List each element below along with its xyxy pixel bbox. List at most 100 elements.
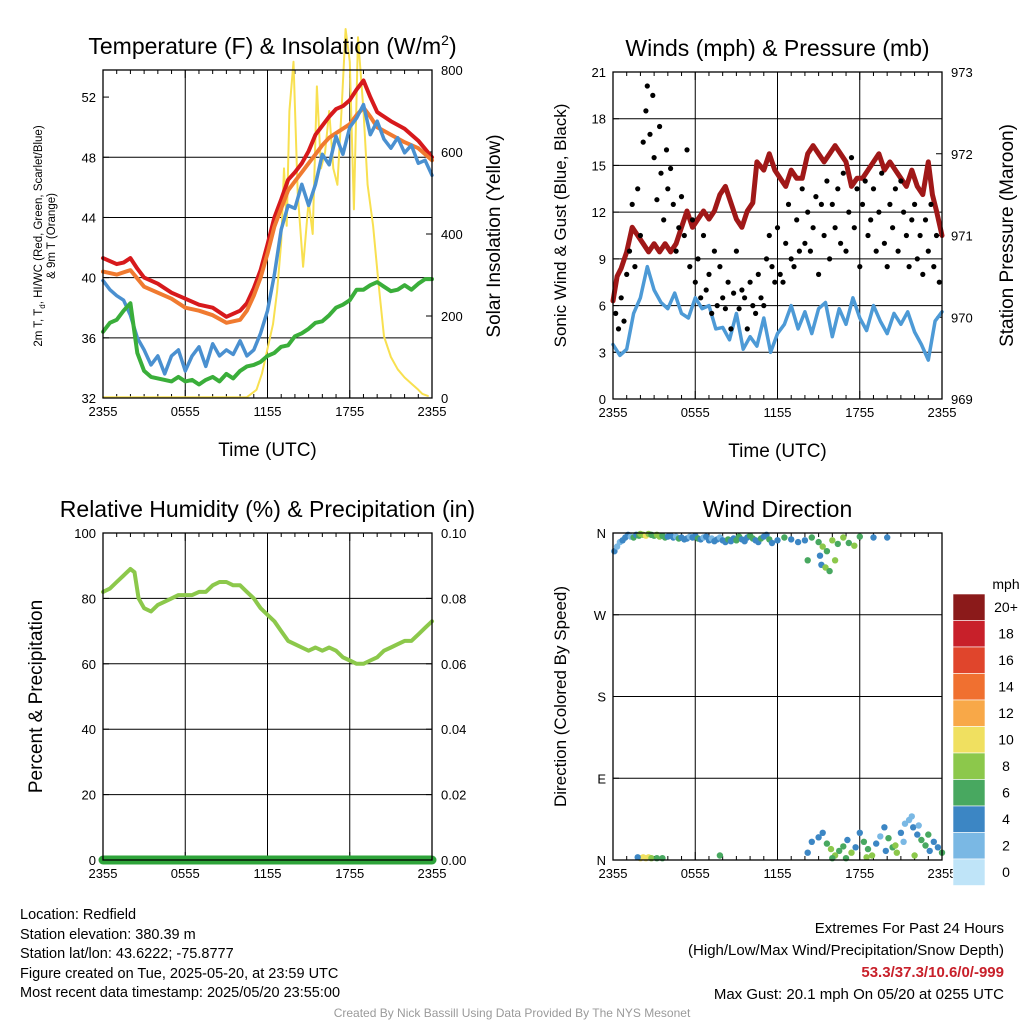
gust-point bbox=[840, 170, 846, 176]
direction-point bbox=[819, 829, 826, 836]
title-part: Temperature (F) & Insolation (W/m bbox=[88, 33, 441, 59]
y-tick-label: 12 bbox=[592, 205, 606, 220]
title-superscript: 2 bbox=[441, 32, 449, 48]
gust-point bbox=[663, 147, 670, 153]
gust-point bbox=[892, 186, 899, 192]
y-tick-label: N bbox=[597, 526, 606, 541]
gust-point bbox=[857, 264, 863, 270]
gust-point bbox=[868, 217, 874, 223]
x-tick-label: 1155 bbox=[254, 404, 282, 419]
direction-point bbox=[852, 844, 859, 851]
gust-point bbox=[665, 186, 671, 192]
y-tick-label: 21 bbox=[592, 65, 606, 80]
gust-point bbox=[618, 295, 624, 301]
chart-rh: 2355 0555 1155 1755 23550204060801000.000.02… bbox=[26, 496, 475, 881]
gust-point bbox=[761, 303, 767, 309]
gust-point bbox=[629, 201, 635, 207]
y-right-tick-label: 972 bbox=[951, 147, 973, 162]
direction-point bbox=[804, 557, 811, 564]
direction-point bbox=[794, 538, 802, 546]
direction-point bbox=[840, 534, 847, 541]
gust-point bbox=[901, 209, 907, 215]
direction-point bbox=[768, 539, 776, 547]
gust-point bbox=[772, 279, 778, 285]
colorbar-swatch bbox=[952, 858, 986, 886]
direction-point bbox=[827, 845, 835, 853]
y-tick-label: 44 bbox=[82, 210, 96, 225]
colorbar-swatch bbox=[952, 593, 986, 621]
gust-point bbox=[933, 232, 940, 239]
gust-point bbox=[753, 310, 759, 316]
gust-point bbox=[829, 201, 835, 207]
credit-line: Created By Nick Bassill Using Data Provi… bbox=[333, 1006, 691, 1020]
direction-point bbox=[870, 534, 877, 541]
gust-point bbox=[931, 264, 937, 270]
gust-point bbox=[739, 287, 745, 293]
y-tick-label: 3 bbox=[599, 345, 606, 360]
gust-point bbox=[802, 240, 808, 246]
colorbar-swatch bbox=[952, 620, 986, 648]
gust-point bbox=[824, 178, 830, 184]
x-tick-label: 1755 bbox=[335, 404, 364, 419]
gust-point bbox=[725, 279, 731, 285]
gust-point bbox=[689, 217, 696, 223]
y-tick-label: S bbox=[597, 690, 606, 705]
series-insolation bbox=[102, 28, 429, 399]
y-tick-label: 36 bbox=[82, 331, 96, 346]
y-tick-label: 9 bbox=[599, 252, 606, 267]
gust-point bbox=[846, 209, 852, 215]
x-tick-label: 1755 bbox=[335, 866, 364, 881]
colorbar-label: 14 bbox=[998, 679, 1014, 695]
x-tick-label: 0555 bbox=[681, 405, 710, 420]
gust-point bbox=[615, 326, 622, 332]
gust-point bbox=[903, 232, 910, 239]
gust-point bbox=[687, 264, 693, 270]
chart-title: Wind Direction bbox=[703, 496, 853, 522]
x-tick-label: 2355 bbox=[928, 866, 957, 881]
direction-point bbox=[788, 536, 795, 543]
direction-point bbox=[822, 564, 829, 571]
colorbar-swatch bbox=[952, 779, 986, 807]
direction-point bbox=[774, 537, 781, 544]
gust-point bbox=[862, 178, 868, 184]
y-tick-label: 52 bbox=[82, 90, 96, 105]
station-info: Location: Redfield Station elevation: 38… bbox=[20, 906, 340, 1004]
direction-point bbox=[826, 567, 833, 575]
gust-point bbox=[640, 139, 646, 145]
y-axis-label: Direction (Colored By Speed) bbox=[551, 586, 570, 807]
gust-point bbox=[698, 295, 704, 301]
gust-point bbox=[643, 108, 649, 114]
gust-point bbox=[843, 248, 849, 254]
y-tick-label: 100 bbox=[74, 526, 96, 541]
gust-point bbox=[747, 279, 753, 285]
colorbar-label: 20+ bbox=[994, 599, 1018, 615]
direction-point bbox=[911, 852, 918, 859]
gust-point bbox=[827, 256, 833, 262]
colorbar-label: 10 bbox=[998, 732, 1014, 748]
direction-point bbox=[844, 836, 851, 844]
speed-colorbar: mph 20+ 18 16 14 12 10 8 6 4 2 0 bbox=[952, 576, 1020, 886]
direction-point bbox=[819, 543, 826, 550]
gust-point bbox=[763, 256, 770, 262]
x-tick-label: 1155 bbox=[764, 405, 792, 420]
gust-point bbox=[909, 217, 915, 223]
gust-point bbox=[859, 201, 866, 207]
gust-point bbox=[870, 186, 877, 192]
x-tick-label: 0555 bbox=[171, 866, 200, 881]
y-right-axis-label: Solar Insolation (Yellow) bbox=[484, 134, 505, 337]
y-tick-label: E bbox=[597, 771, 606, 786]
colorbar-label: 2 bbox=[1002, 838, 1010, 854]
gust-point bbox=[661, 217, 667, 223]
recent-timestamp: Most recent data timestamp: 2025/05/20 2… bbox=[20, 985, 341, 1001]
station-elevation: Station elevation: 380.39 m bbox=[20, 926, 196, 943]
direction-point bbox=[926, 847, 933, 855]
gust-point bbox=[720, 295, 726, 301]
colorbar-label: 0 bbox=[1002, 864, 1010, 880]
gust-point bbox=[928, 201, 934, 207]
direction-point bbox=[877, 833, 884, 840]
gust-point bbox=[780, 279, 786, 285]
colorbar-swatch bbox=[952, 832, 986, 860]
direction-point bbox=[893, 849, 900, 856]
direction-point bbox=[864, 845, 872, 853]
direction-point bbox=[900, 838, 907, 845]
